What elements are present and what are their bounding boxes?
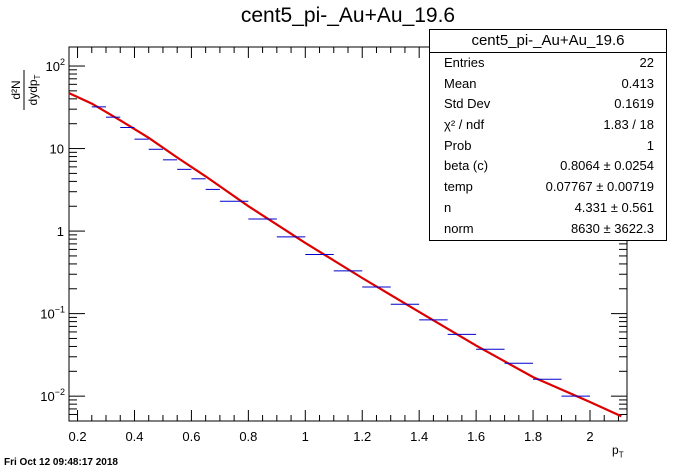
y-axis-label-numerator: d²N: [9, 80, 23, 99]
y-axis-label-denominator: dydpT: [26, 74, 42, 105]
stats-row: temp 0.07767 ± 0.00719: [430, 177, 666, 198]
stats-row: n 4.331 ± 0.561: [430, 198, 666, 219]
x-tick-label: 1.2: [353, 429, 371, 444]
stats-key: Entries: [444, 55, 485, 70]
stats-key: Mean: [444, 75, 477, 91]
stats-value: 0.07767 ± 0.00719: [545, 179, 654, 195]
stats-row: Std Dev 0.1619: [430, 94, 666, 115]
x-tick-label: 0.4: [125, 429, 143, 444]
stats-key: norm: [444, 220, 474, 236]
chart-title: cent5_pi-_Au+Au_19.6: [240, 4, 456, 27]
stats-key: Std Dev: [444, 96, 491, 112]
stats-value: 8630 ± 3622.3: [570, 220, 654, 236]
tick-labels: 0.2 0.4 0.6 0.8 1 1.2 1.4 1.6 1.8 2 10−2 10−1 1 10 102: [40, 57, 593, 444]
stats-key: χ² / ndf: [444, 117, 485, 133]
stats-value: 0.8064 ± 0.0254: [560, 158, 654, 174]
stats-row: Prob 1: [430, 136, 666, 157]
y-tick-label: 10−2: [40, 387, 65, 404]
stats-value: 4.331 ± 0.561: [574, 199, 654, 215]
y-tick-label: 102: [46, 57, 65, 74]
x-tick-label: 0.6: [182, 429, 200, 444]
stats-row: χ² / ndf 1.83 / 18: [430, 115, 666, 136]
y-tick-label: 10−1: [40, 305, 65, 322]
stats-value: 22: [639, 55, 654, 70]
x-tick-label: 0.8: [239, 429, 257, 444]
data-points: [91, 106, 590, 397]
stats-row: Mean 0.413: [430, 74, 666, 95]
stats-value: 0.1619: [614, 96, 654, 112]
x-tick-label: 1.6: [467, 429, 485, 444]
stats-key: temp: [444, 179, 473, 195]
x-tick-label: 1: [302, 429, 309, 444]
stats-rows: Entries 22 Mean 0.413 Std Dev 0.1619 χ² / ndf 1…: [430, 53, 666, 239]
y-axis-label: d²N dydpT: [2, 50, 46, 120]
stats-box: cent5_pi-_Au+Au_19.6 Entries 22 Mean 0.413 S…: [429, 29, 667, 241]
stats-value: 1.83 / 18: [603, 117, 654, 133]
x-tick-label: 0.2: [69, 429, 87, 444]
timestamp: Fri Oct 12 09:48:17 2018: [4, 457, 118, 468]
stats-row: beta (c) 0.8064 ± 0.0254: [430, 156, 666, 177]
x-tick-label: 1.4: [410, 429, 428, 444]
stats-value: 1: [646, 137, 654, 153]
stats-value: 0.413: [621, 75, 654, 91]
y-axis-label-graphic: d²N dydpT: [9, 70, 42, 110]
y-tick-label: 10: [50, 142, 64, 157]
fit-curve: [68, 92, 622, 418]
x-tick-label: 2: [586, 429, 593, 444]
stats-key: beta (c): [444, 158, 489, 174]
fit-curve-group: [68, 92, 622, 418]
stats-key: n: [444, 199, 452, 215]
stats-row: norm 8630 ± 3622.3: [430, 219, 666, 240]
y-tick-label: 1: [57, 224, 64, 239]
x-tick-label: 1.8: [524, 429, 542, 444]
x-axis-label: pT: [612, 443, 624, 460]
stats-header: cent5_pi-_Au+Au_19.6: [430, 30, 666, 53]
stats-row: Entries 22: [430, 53, 666, 74]
stats-key: Prob: [444, 137, 472, 153]
